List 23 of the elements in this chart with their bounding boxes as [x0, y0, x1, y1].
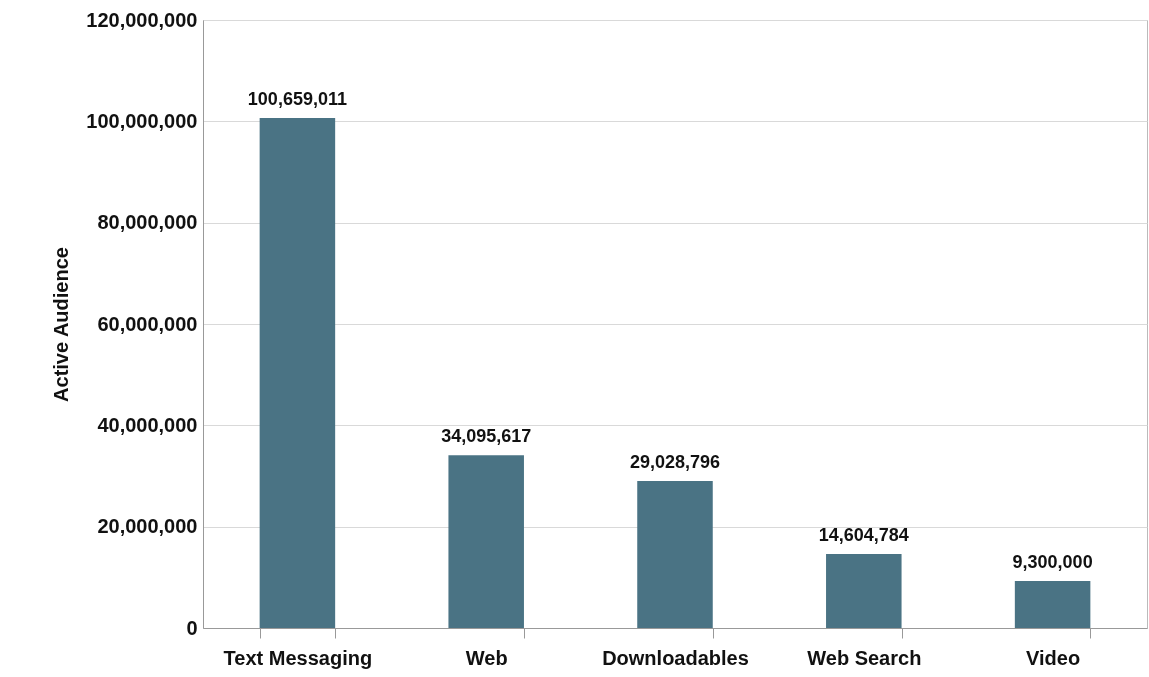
y-tick-label: 0 — [186, 616, 198, 639]
y-axis-title: Active Audience — [50, 247, 73, 402]
data-label: 100,659,011 — [247, 88, 347, 109]
y-tick-label: 40,000,000 — [97, 413, 198, 436]
y-tick-label: 120,000,000 — [86, 8, 198, 31]
x-tick-label: Web — [465, 646, 508, 669]
bar — [637, 480, 713, 628]
data-label: 9,300,000 — [1012, 551, 1093, 572]
data-label: 34,095,617 — [441, 426, 532, 447]
y-tick-label: 20,000,000 — [97, 515, 198, 538]
x-tick-label: Video — [1026, 646, 1081, 669]
x-tick-label: Text Messaging — [223, 646, 373, 669]
y-tick-label: 100,000,000 — [86, 109, 198, 132]
bar — [259, 117, 336, 628]
bar — [1014, 580, 1091, 628]
bar — [826, 554, 902, 628]
y-tick-label: 60,000,000 — [97, 312, 198, 335]
bar — [448, 455, 524, 628]
data-label: 14,604,784 — [818, 525, 909, 545]
data-label: 29,028,796 — [629, 451, 721, 472]
y-tick-label: 80,000,000 — [97, 211, 198, 234]
x-tick-label: Web Search — [807, 646, 922, 669]
x-tick-label: Downloadables — [602, 646, 749, 669]
